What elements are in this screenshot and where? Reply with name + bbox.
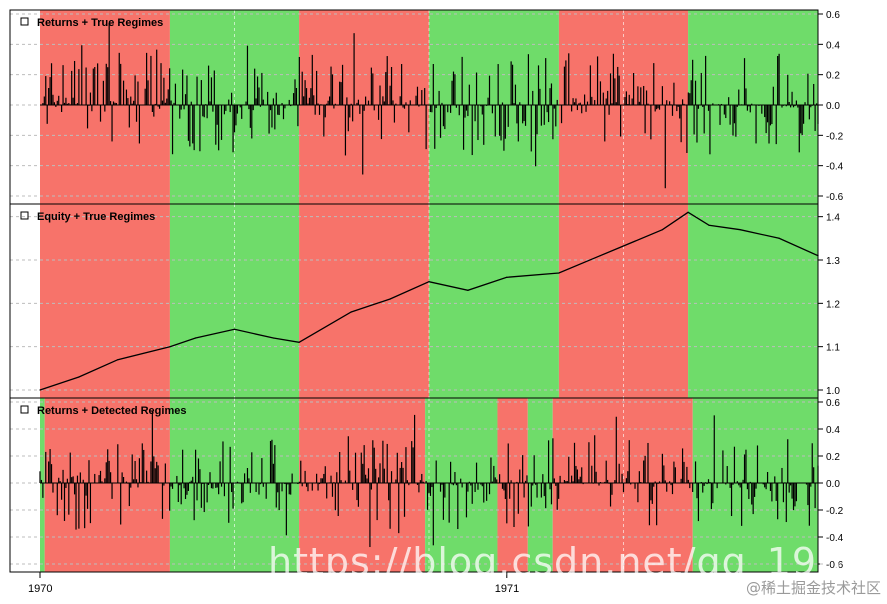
panel-title: Returns + True Regimes [37, 17, 163, 29]
y-axis: 1.4 1.3 1.2 1.1 1.0 [818, 213, 840, 397]
y-tick-label: 0.0 [826, 479, 840, 490]
regime-band-red [299, 204, 429, 398]
y-axis: 0.6 0.4 0.2 0.0 -0.2 -0.4 -0.6 [818, 398, 844, 571]
y-tick-label: 0.4 [826, 40, 840, 51]
equity-point [389, 298, 391, 300]
regime-band-green [429, 204, 559, 398]
y-tick-label: 0.0 [826, 101, 840, 112]
legend-swatch [20, 405, 29, 414]
equity-point [117, 359, 119, 361]
equity-point [233, 328, 236, 330]
equity-point [558, 272, 560, 274]
panel-title: Returns + Detected Regimes [37, 405, 186, 417]
return-bars [39, 410, 819, 548]
y-tick-label: -0.6 [826, 560, 844, 571]
equity-point [78, 376, 80, 378]
panel-legend: Equity + True Regimes [20, 211, 155, 223]
equity-point [195, 337, 197, 339]
y-tick-label: 0.6 [826, 10, 840, 21]
y-tick-label: -0.4 [826, 533, 844, 544]
equity-point [298, 341, 300, 343]
regime-band-red [40, 204, 170, 398]
equity-point [708, 224, 710, 226]
credit-text: @稀土掘金技术社区 [745, 579, 881, 597]
x-tick-label: 1971 [495, 583, 519, 595]
y-tick-label: 0.2 [826, 71, 840, 82]
panel-3: 0.6 0.4 0.2 0.0 -0.2 -0.4 -0.6 Returns + Detect… [9, 397, 844, 573]
equity-point [599, 255, 601, 257]
watermark-text: https://blog.csdn.net/qq_19600 [268, 540, 887, 584]
regime-band-red [552, 398, 693, 572]
equity-point [272, 337, 274, 339]
panel-1: 0.6 0.4 0.2 0.0 -0.2 -0.4 -0.6 Returns + True R… [9, 9, 844, 205]
y-tick-label: 1.2 [826, 299, 840, 310]
panel-title: Equity + True Regimes [37, 211, 155, 223]
equity-point [350, 311, 352, 313]
equity-point [687, 211, 689, 213]
equity-point [661, 229, 664, 231]
regime-band-green [692, 398, 818, 572]
equity-point [169, 346, 171, 348]
equity-point [39, 389, 41, 391]
panel-2: 1.4 1.3 1.2 1.1 1.0 Equity + True Regimes [9, 203, 840, 399]
y-tick-label: -0.4 [826, 162, 844, 173]
x-tick-label: 1970 [28, 583, 52, 595]
y-tick-label: 1.0 [826, 386, 840, 397]
y-tick-label: 1.4 [826, 213, 840, 224]
equity-point [778, 237, 780, 239]
x-axis: 1970 1971 [28, 572, 519, 595]
grid [10, 204, 818, 398]
y-tick-label: -0.2 [826, 506, 844, 517]
equity-point [467, 289, 469, 291]
equity-point [739, 229, 741, 231]
regime-band-green [527, 398, 553, 572]
regime-band-green [429, 10, 559, 204]
y-tick-label: 1.3 [826, 256, 840, 267]
regime-band-green [688, 10, 818, 204]
legend-swatch [20, 17, 29, 26]
return-bars [40, 22, 819, 189]
y-axis: 0.6 0.4 0.2 0.0 -0.2 -0.4 -0.6 [818, 10, 844, 203]
y-tick-label: 0.6 [826, 398, 840, 409]
y-tick-label: 0.4 [826, 425, 840, 436]
y-tick-label: -0.2 [826, 131, 844, 142]
equity-point [428, 281, 430, 283]
panel-legend: Returns + True Regimes [20, 17, 163, 29]
y-tick-label: 1.1 [826, 343, 840, 354]
regime-band-red [44, 398, 170, 572]
panel-legend: Returns + Detected Regimes [20, 405, 186, 417]
y-tick-label: -0.6 [826, 192, 844, 203]
legend-swatch [20, 211, 29, 220]
regime-band-green [425, 398, 498, 572]
equity-point [506, 276, 508, 278]
regime-band-green [688, 204, 818, 398]
y-tick-label: 0.2 [826, 452, 840, 463]
